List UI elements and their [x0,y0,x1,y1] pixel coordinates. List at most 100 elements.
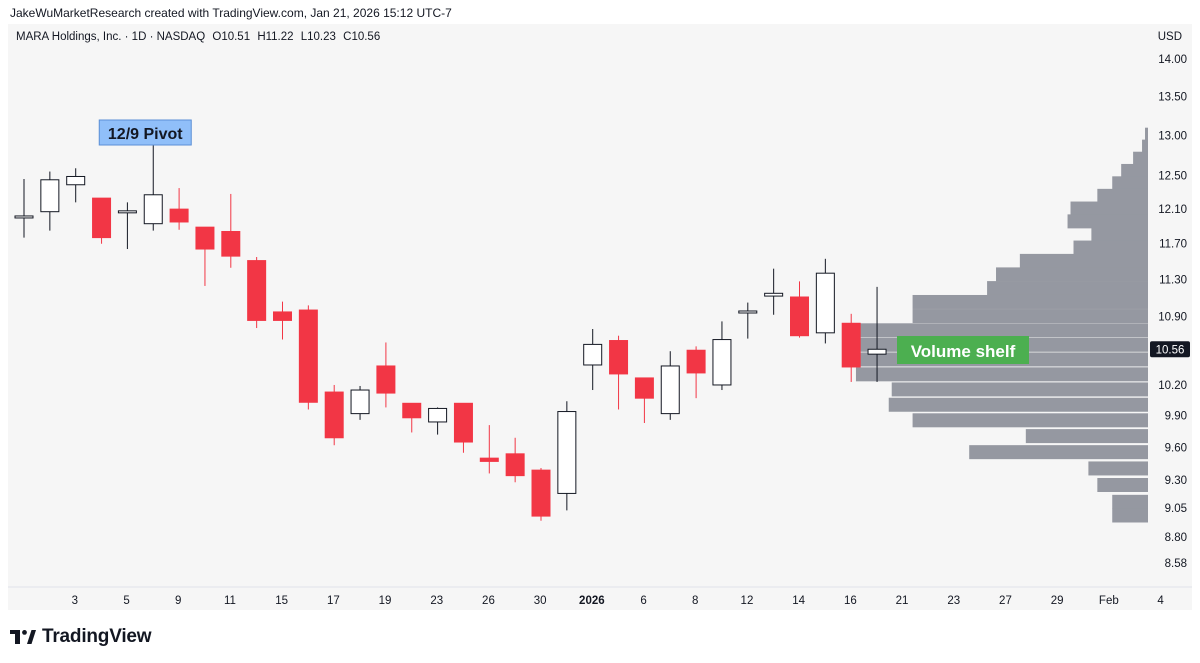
x-tick-label: 12 [741,595,754,607]
candle [273,301,292,340]
candle-body [505,453,525,477]
ohlc-open: O10.51 [212,31,251,43]
candle [428,407,448,435]
symbol-name[interactable]: MARA Holdings, Inc. · 1D · NASDAQ [16,31,206,43]
volume-profile-bar [1145,127,1148,142]
x-tick-label: 16 [844,595,857,607]
current-price-tag [1150,341,1190,358]
y-tick-label: 9.60 [1165,442,1187,454]
time-axis[interactable]: 3 5 9 11 15 17 19 23 26 30 2026 6 8 12 14 16 21 23 27 29 Feb… [8,586,1192,607]
candle [402,402,422,433]
y-tick-label: 10.20 [1158,380,1187,392]
x-tick-label: 15 [275,595,288,607]
candle-body [221,230,241,257]
current-price-label: 10.56 [1156,344,1185,356]
x-tick-label: 3 [72,595,78,607]
candle-body [660,365,680,415]
tradingview-logo[interactable]: TradingView [10,626,152,648]
candle [169,188,189,230]
y-tick-label: 8.80 [1165,532,1187,544]
ohlc-high: H11.22 [257,31,294,43]
candle [143,142,163,231]
volume-profile-bar [1097,478,1148,493]
x-tick-label: 9 [175,595,181,607]
symbol-legend: MARA Holdings, Inc. · 1D · NASDAQ O10.51… [16,31,384,43]
candle [324,384,344,446]
x-tick-label: 5 [123,595,129,607]
candle-body [402,402,422,419]
price-axis[interactable]: 14.00 13.50 13.00 12.50 12.10 11.70 11.30 10.90… [1150,54,1190,570]
candle [350,385,370,420]
x-tick-label: 26 [482,595,495,607]
candle-body [14,215,34,219]
y-tick-label: 14.00 [1158,54,1187,66]
y-tick-label: 10.90 [1158,312,1187,324]
annotations: 12/9 Pivot Volume shelf [98,119,1029,364]
candle-body [790,296,809,337]
volume-profile-bar [912,309,1148,324]
x-tick-label: 19 [379,595,392,607]
volume-profile-bar [1112,494,1148,509]
candle-body [453,402,473,443]
candle [376,342,396,408]
candle [479,425,499,474]
volume-profile-bar [1067,214,1148,229]
candle [634,377,654,424]
x-tick-label: 27 [999,595,1012,607]
volume-profile-bar [855,367,1148,382]
volume-profile-bar [888,397,1148,412]
candle [14,178,34,238]
candle [195,226,215,286]
candle-body [479,457,499,462]
candle [453,402,473,453]
candle-body [195,226,215,250]
candle [712,321,732,391]
volume-shelf-box [897,336,1029,364]
volume-profile-bar [1112,176,1148,191]
candle-body [298,309,318,403]
volume-profile-bar [1088,461,1148,476]
volume-profile-bar [1073,240,1148,255]
y-tick-label: 11.70 [1159,239,1187,251]
volume-profile-bar [1142,139,1148,154]
volume-profile-bar [996,267,1148,282]
x-tick-label: 4 [1157,595,1164,607]
candle-body [273,311,292,321]
x-tick-label: 17 [327,595,340,607]
volume-profile-bar [1025,429,1148,444]
volume-profile-bar [1019,253,1148,268]
pivot-label-box [98,119,192,146]
tradingview-wordmark: TradingView [42,626,152,647]
x-tick-label: 6 [640,595,646,607]
ohlc-low: L10.23 [300,31,336,43]
candle [738,302,758,339]
x-tick-label: 23 [430,595,443,607]
x-tick-label: 29 [1051,595,1064,607]
candle-body [40,179,60,213]
candle-body [324,391,344,439]
chart-pane[interactable]: MARA Holdings, Inc. · 1D · NASDAQ O10.51… [8,24,1192,610]
y-tick-label: 9.05 [1165,503,1187,515]
candle [298,305,318,410]
volume-profile-bar [1121,163,1148,178]
y-tick-label: 13.50 [1158,91,1187,103]
candle [66,168,86,203]
candle-body [609,340,629,375]
volume-profile-bar [912,294,1148,309]
attribution-header: JakeWuMarketResearch created with Tradin… [10,6,452,20]
volume-profile-bar [850,323,1148,338]
candle [583,328,603,391]
candle [117,202,137,250]
volume-profile-bar [912,413,1148,428]
volume-profile-bar [1091,227,1148,242]
candlestick-chart[interactable]: 12/9 Pivot Volume shelf 14.00 13.50 13.00 12… [8,24,1192,610]
volume-profile-bar [1097,188,1148,203]
volume-profile-bar [1112,508,1148,523]
x-tick-label: 23 [947,595,960,607]
currency-label[interactable]: USD [1157,31,1182,43]
pivot-label-text: 12/9 Pivot [108,126,183,143]
x-tick-label: 2026 [579,595,605,607]
candle-body [169,208,189,223]
candle [221,193,241,268]
candle-body [867,348,887,355]
